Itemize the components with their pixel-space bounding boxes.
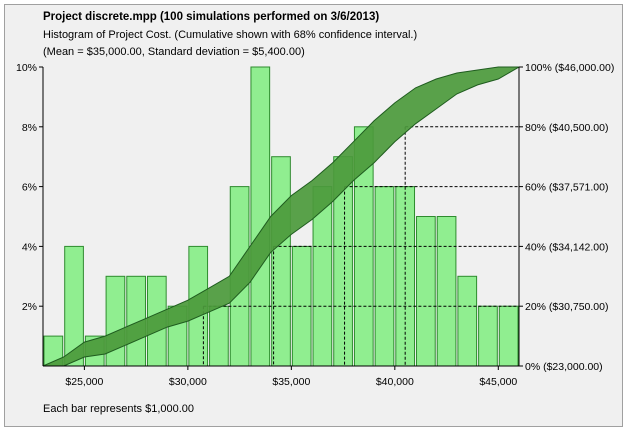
histogram-bar — [478, 305, 498, 367]
y-right-tick-label: 80% ($40,500.00) — [525, 122, 608, 134]
chart-stats: (Mean = $35,000.00, Standard deviation =… — [43, 46, 305, 58]
bar-width-note: Each bar represents $1,000.00 — [43, 403, 195, 415]
histogram-bar — [457, 275, 478, 367]
y-right-tick-label: 0% ($23,000.00) — [525, 361, 603, 373]
chart-subtitle: Histogram of Project Cost. (Cumulative s… — [43, 29, 418, 41]
y-left-tick-label: 4% — [22, 241, 37, 253]
y-left-tick-label: 6% — [22, 182, 37, 194]
y-right-tick-label: 40% ($34,142.00) — [525, 241, 608, 253]
x-tick-label: $35,000 — [272, 376, 310, 388]
histogram-chart: 2% 4% 6% 8% 10% 0% ($23,000.00) 20% ($30,750.0… — [16, 62, 614, 388]
x-tick-label: $30,000 — [169, 376, 207, 388]
y-right-tick-label: 60% ($37,571.00) — [525, 182, 608, 194]
histogram-bar — [436, 216, 457, 367]
histogram-bar — [250, 66, 271, 367]
chart-panel: Project discrete.mpp (100 simulations pe… — [4, 4, 623, 427]
y-left-tick-label: 2% — [22, 301, 37, 313]
histogram-bar — [374, 186, 395, 367]
y-left-tick-label: 8% — [22, 122, 37, 134]
y-right-tick-label: 20% ($30,750.00) — [525, 301, 608, 313]
histogram-bar — [271, 156, 291, 367]
x-tick-label: $45,000 — [479, 376, 517, 388]
y-right-tick-label: 100% ($46,000.00) — [525, 62, 614, 74]
x-tick-label: $25,000 — [65, 376, 103, 388]
histogram-bar — [416, 216, 436, 367]
histogram-bar — [209, 305, 229, 367]
histogram-bar — [498, 305, 519, 367]
chart-title: Project discrete.mpp (100 simulations pe… — [43, 11, 380, 23]
y-left-tick-label: 10% — [16, 62, 37, 74]
x-tick-label: $40,000 — [376, 376, 414, 388]
